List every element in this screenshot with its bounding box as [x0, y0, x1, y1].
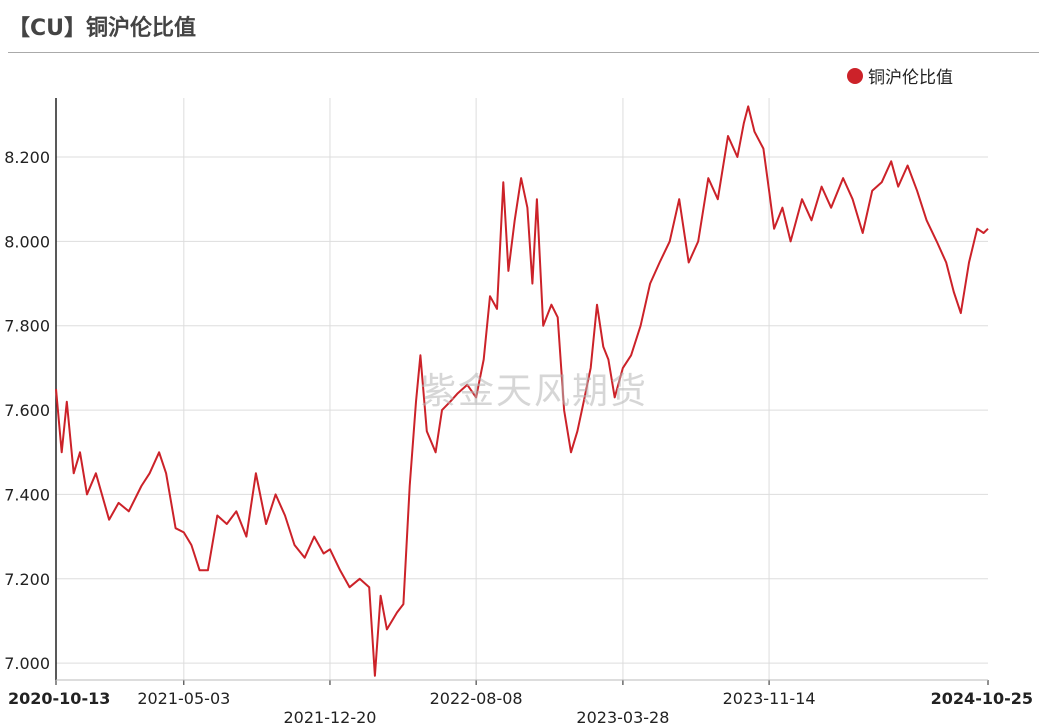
- title-divider: [8, 52, 1039, 53]
- x-tick-label: 2022-08-08: [430, 689, 523, 708]
- y-tick-label: 7.400: [4, 485, 50, 504]
- chart-legend[interactable]: 铜沪伦比值: [847, 63, 953, 88]
- legend-marker: [847, 67, 863, 84]
- x-tick-label: 2023-11-14: [723, 689, 816, 708]
- y-tick-label: 7.000: [4, 654, 50, 673]
- y-tick-label: 7.800: [4, 317, 50, 336]
- legend-label: 铜沪伦比值: [868, 68, 953, 88]
- x-tick-label: 2020-10-13: [8, 689, 110, 708]
- y-tick-label: 8.000: [4, 232, 50, 251]
- x-tick-label: 2024-10-25: [931, 689, 1033, 708]
- x-tick-label: 2023-03-28: [576, 708, 669, 727]
- series-line: [55, 105, 989, 677]
- x-tick-label: 2021-05-03: [137, 689, 230, 708]
- y-tick-label: 7.200: [4, 570, 50, 589]
- y-tick-label: 8.200: [4, 148, 50, 167]
- page-title: 【CU】铜沪伦比值: [8, 16, 197, 41]
- x-tick-label: 2021-12-20: [283, 708, 376, 727]
- y-tick-label: 7.600: [4, 401, 50, 420]
